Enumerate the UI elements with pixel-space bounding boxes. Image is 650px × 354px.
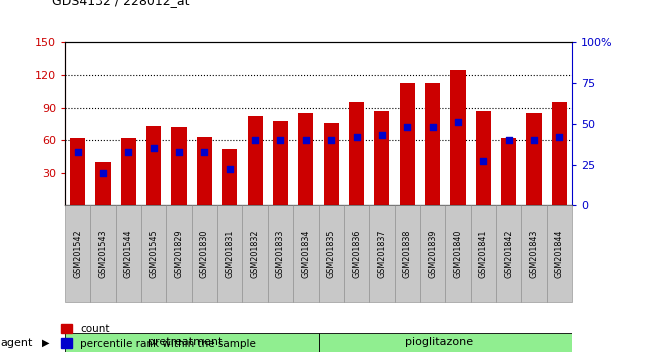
Point (199, 149, 209, 154)
Bar (501, 138, 516, 205)
Bar (298, 113, 313, 205)
Bar (318, 205, 344, 302)
Bar (121, 138, 136, 205)
Bar (146, 126, 161, 205)
Text: GSM201835: GSM201835 (327, 229, 335, 278)
Point (174, 149, 185, 154)
Bar (450, 70, 465, 205)
Point (377, 132, 387, 138)
Text: GSM201544: GSM201544 (124, 229, 133, 278)
Bar (192, 205, 217, 302)
Bar (70, 138, 85, 205)
Point (352, 134, 362, 140)
Point (326, 137, 337, 143)
Bar (141, 205, 166, 302)
Bar (217, 205, 242, 302)
Bar (369, 205, 395, 302)
Bar (324, 123, 339, 205)
Point (276, 137, 286, 143)
Text: GSM201834: GSM201834 (302, 229, 310, 278)
Text: GSM201843: GSM201843 (530, 229, 538, 278)
Text: GSM201831: GSM201831 (226, 229, 234, 278)
Bar (293, 205, 318, 302)
Bar (425, 82, 440, 205)
Bar (476, 111, 491, 205)
Bar (374, 111, 389, 205)
Text: GSM201841: GSM201841 (479, 229, 488, 278)
Bar (166, 205, 192, 302)
Text: GSM201833: GSM201833 (276, 229, 285, 278)
Text: pioglitazone: pioglitazone (405, 337, 473, 348)
Legend: count, percentile rank within the sample: count, percentile rank within the sample (57, 320, 260, 353)
Text: GSM201542: GSM201542 (73, 229, 82, 278)
Bar (65, 333, 318, 352)
Point (124, 149, 134, 154)
Bar (248, 116, 263, 205)
Bar (96, 162, 111, 205)
Bar (90, 205, 116, 302)
Point (478, 159, 489, 164)
Point (149, 145, 159, 151)
Bar (222, 149, 237, 205)
Point (300, 137, 311, 143)
Bar (445, 205, 471, 302)
Text: GSM201545: GSM201545 (150, 229, 158, 278)
Text: GSM201543: GSM201543 (99, 229, 107, 278)
Bar (344, 205, 369, 302)
Bar (400, 82, 415, 205)
Text: GSM201829: GSM201829 (175, 229, 183, 278)
Point (98, 170, 108, 176)
Text: GSM201840: GSM201840 (454, 229, 462, 278)
Bar (273, 121, 288, 205)
Point (72, 149, 83, 154)
Text: pretreatment: pretreatment (148, 337, 222, 348)
Bar (420, 205, 445, 302)
Point (529, 137, 539, 143)
Text: GSM201842: GSM201842 (504, 229, 513, 278)
Text: GSM201844: GSM201844 (555, 229, 564, 278)
Text: GSM201839: GSM201839 (428, 229, 437, 278)
Bar (521, 205, 547, 302)
Bar (197, 137, 212, 205)
Text: agent: agent (0, 338, 32, 348)
Text: GSM201832: GSM201832 (251, 229, 259, 278)
Text: ▶: ▶ (42, 338, 50, 348)
Point (452, 119, 463, 125)
Bar (526, 113, 541, 205)
Bar (65, 205, 90, 302)
Point (225, 167, 235, 172)
Text: GSM201836: GSM201836 (352, 229, 361, 278)
Bar (471, 205, 496, 302)
Bar (268, 205, 293, 302)
Point (250, 137, 260, 143)
Bar (552, 102, 567, 205)
Text: GSM201838: GSM201838 (403, 229, 411, 278)
Bar (349, 102, 364, 205)
Bar (395, 205, 420, 302)
Text: GSM201837: GSM201837 (378, 229, 386, 278)
Text: GSM201830: GSM201830 (200, 229, 209, 278)
Point (554, 134, 564, 140)
Point (504, 137, 514, 143)
Bar (318, 333, 572, 352)
Point (428, 124, 438, 130)
Bar (547, 205, 572, 302)
Bar (172, 127, 187, 205)
Bar (242, 205, 268, 302)
Bar (496, 205, 521, 302)
Bar (116, 205, 141, 302)
Point (402, 124, 413, 130)
Text: GDS4132 / 228012_at: GDS4132 / 228012_at (52, 0, 190, 7)
